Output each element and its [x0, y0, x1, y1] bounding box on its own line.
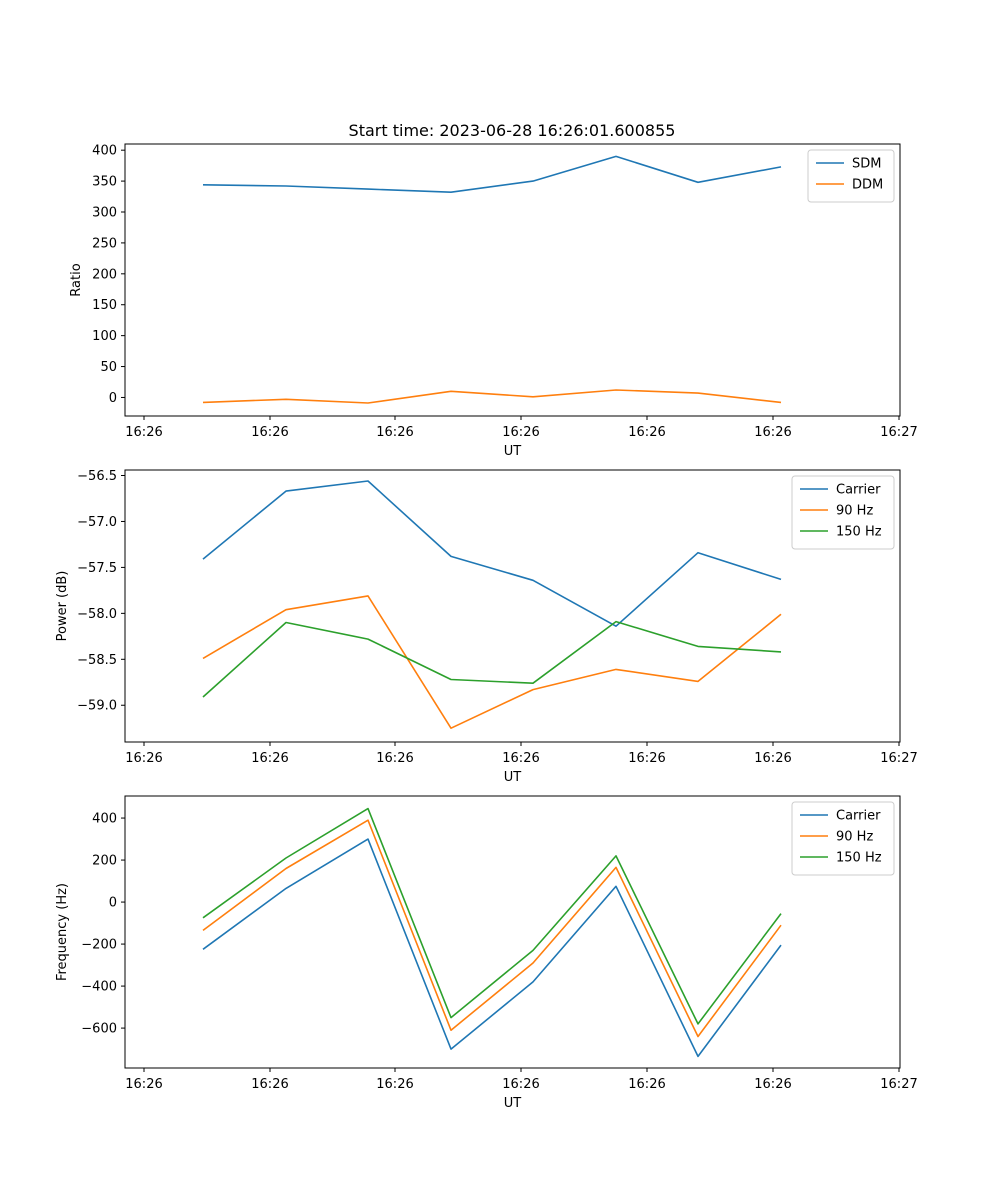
- x-axis-label: UT: [504, 770, 522, 785]
- y-tick-label: −58.5: [77, 653, 117, 668]
- plot-frame: [124, 795, 901, 1069]
- legend-label: 150 Hz: [836, 851, 882, 866]
- y-tick-label: 0: [109, 896, 117, 911]
- y-tick-label: −600: [81, 1022, 117, 1037]
- legend: Carrier 90 Hz 150 Hz: [791, 475, 895, 550]
- x-axis-label: UT: [504, 1096, 522, 1111]
- y-axis-label: Ratio: [69, 263, 84, 296]
- y-tick-label: −59.0: [77, 699, 117, 714]
- y-tick-label: 200: [92, 267, 117, 282]
- y-tick-label: 100: [92, 329, 117, 344]
- y-tick-label: −400: [81, 980, 117, 995]
- y-tick-label: −200: [81, 938, 117, 953]
- series-line-150-hz: [202, 807, 782, 1025]
- legend-label: 90 Hz: [836, 830, 873, 845]
- ratio-panel: 0 50 100 150 200 250 300 350 400 16:26 16:26 16:26 1…: [69, 143, 918, 459]
- y-tick-label: 50: [100, 360, 117, 375]
- y-tick-label: 300: [92, 206, 117, 221]
- series-line-sdm: [202, 155, 782, 193]
- legend-label: DDM: [852, 178, 883, 193]
- figure-title: Start time: 2023-06-28 16:26:01.600855: [349, 121, 676, 140]
- x-tick-label: 16:26: [376, 1077, 413, 1092]
- legend-label: SDM: [852, 157, 881, 172]
- x-tick-label: 16:27: [880, 751, 917, 766]
- x-tick-label: 16:26: [125, 1077, 162, 1092]
- x-tick-label: 16:26: [502, 751, 539, 766]
- legend-label: 90 Hz: [836, 504, 873, 519]
- x-axis-label: UT: [504, 444, 522, 459]
- x-tick-label: 16:26: [754, 751, 791, 766]
- y-tick-label: 400: [92, 812, 117, 827]
- x-tick-label: 16:26: [628, 425, 665, 440]
- plot-frame: [124, 143, 901, 417]
- power-panel: −56.5 −57.0 −57.5 −58.0 −58.5 −59.0 16:26 16:26…: [55, 469, 918, 785]
- x-tick-label: 16:26: [502, 425, 539, 440]
- legend-label: Carrier: [836, 483, 881, 498]
- series-line-90-hz: [202, 819, 782, 1038]
- legend: SDM DDM: [807, 149, 895, 203]
- x-tick-label: 16:26: [754, 425, 791, 440]
- y-axis-label: Power (dB): [55, 571, 70, 642]
- x-tick-label: 16:26: [251, 1077, 288, 1092]
- y-tick-label: 350: [92, 175, 117, 190]
- series-line-ddm: [202, 389, 782, 404]
- x-tick-label: 16:26: [376, 751, 413, 766]
- y-tick-label: 200: [92, 854, 117, 869]
- legend-label: Carrier: [836, 809, 881, 824]
- x-tick-label: 16:26: [628, 1077, 665, 1092]
- x-tick-label: 16:26: [251, 751, 288, 766]
- y-tick-label: −58.0: [77, 607, 117, 622]
- x-tick-label: 16:26: [502, 1077, 539, 1092]
- y-tick-label: 400: [92, 144, 117, 159]
- x-tick-label: 16:27: [880, 1077, 917, 1092]
- frequency-panel: 400 200 0 −200 −400 −600 16:26 16:26 16:26 16:26 1…: [55, 795, 918, 1111]
- plot-frame: [124, 469, 901, 743]
- series-line-carrier: [202, 838, 782, 1058]
- x-tick-label: 16:26: [628, 751, 665, 766]
- x-tick-label: 16:26: [754, 1077, 791, 1092]
- y-tick-label: −57.5: [77, 561, 117, 576]
- y-tick-label: 0: [109, 391, 117, 406]
- x-tick-label: 16:26: [125, 751, 162, 766]
- legend-label: 150 Hz: [836, 525, 882, 540]
- legend: Carrier 90 Hz 150 Hz: [791, 801, 895, 876]
- x-tick-label: 16:26: [251, 425, 288, 440]
- x-tick-label: 16:26: [125, 425, 162, 440]
- y-tick-label: −57.0: [77, 515, 117, 530]
- y-tick-label: 150: [92, 298, 117, 313]
- y-axis-label: Frequency (Hz): [55, 883, 70, 981]
- series-line-150-hz: [202, 620, 782, 698]
- y-tick-label: 250: [92, 236, 117, 251]
- y-tick-label: −56.5: [77, 469, 117, 484]
- x-tick-label: 16:26: [376, 425, 413, 440]
- x-tick-label: 16:27: [880, 425, 917, 440]
- series-line-carrier: [202, 480, 782, 628]
- series-line-90-hz: [202, 595, 782, 730]
